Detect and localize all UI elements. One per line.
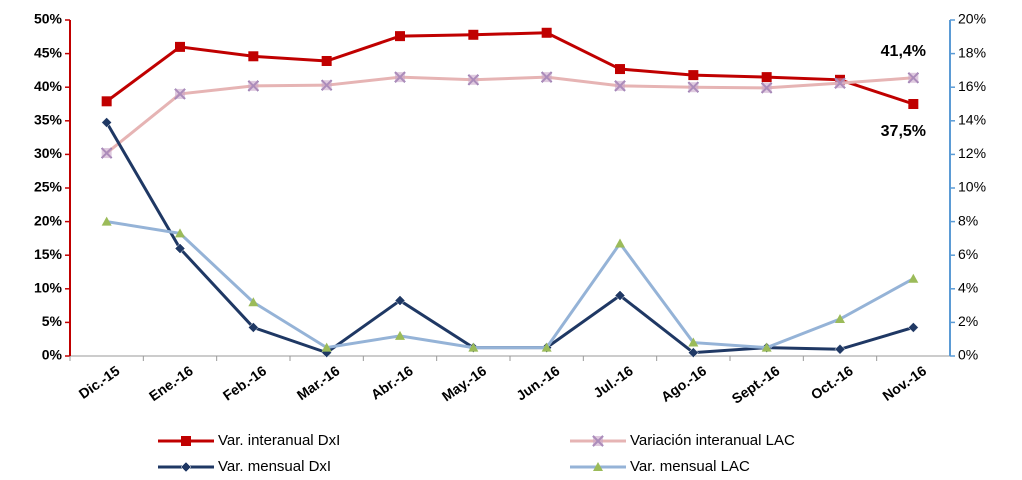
series-line (105, 121, 914, 355)
x-tick-label: Ene.-16 (146, 362, 196, 404)
y-tick-label: 20% (34, 212, 63, 228)
point (908, 99, 919, 109)
point (468, 29, 479, 40)
point-bg (395, 72, 405, 83)
x-tick-label: Jul.-16 (590, 362, 636, 401)
point (101, 216, 112, 226)
point (468, 342, 479, 352)
point (834, 343, 846, 355)
y-tick-label: 30% (34, 145, 63, 161)
point (175, 228, 185, 238)
point-bg (468, 74, 479, 85)
point (907, 322, 919, 333)
point-bg (688, 82, 699, 93)
point (247, 322, 259, 333)
x-tick-label: Sept.-16 (729, 362, 783, 406)
point (101, 96, 112, 107)
point (688, 70, 699, 81)
point (321, 342, 332, 352)
point (175, 41, 185, 52)
x-tick-label: Mar.-16 (294, 362, 343, 403)
y-tick-label: 45% (34, 44, 63, 60)
legend-label: Var. mensual DxI (218, 458, 331, 475)
y-tick-label: 10% (34, 280, 63, 296)
y2-tick-label: 4% (958, 280, 978, 296)
x-tick-label: Abr.-16 (368, 362, 416, 402)
y-tick-label: 40% (34, 78, 63, 94)
data-label: 41,4% (881, 43, 926, 60)
legend-label: Var. interanual DxI (218, 432, 340, 449)
point-bg (761, 82, 772, 93)
point (908, 273, 919, 283)
point (394, 295, 406, 306)
point-bg (615, 80, 625, 91)
x-tick-label: May.-16 (439, 362, 490, 404)
legend-marker (180, 461, 192, 473)
y-tick-label: 25% (34, 179, 63, 195)
x-tick-label: Dic.-15 (76, 362, 123, 402)
point-bg (321, 80, 332, 91)
point (174, 243, 186, 254)
y-tick-label: 15% (34, 246, 63, 262)
y-tick-label: 5% (42, 313, 63, 329)
y2-tick-label: 2% (958, 313, 978, 329)
point (615, 238, 625, 248)
y2-tick-label: 6% (958, 246, 978, 262)
point (541, 27, 552, 38)
legend-marker (593, 462, 603, 471)
series-line (105, 31, 914, 106)
y2-tick-label: 8% (958, 212, 978, 228)
point (248, 297, 259, 307)
y2-tick-label: 0% (958, 347, 978, 363)
point-bg (541, 72, 552, 83)
legend-label: Var. mensual LAC (630, 458, 750, 475)
point (761, 72, 772, 83)
y2-tick-label: 12% (958, 145, 986, 161)
y2-tick-label: 18% (958, 44, 986, 60)
x-tick-label: Nov.-16 (879, 362, 929, 404)
point (687, 347, 699, 358)
series-line (106, 220, 915, 350)
legend-marker (181, 436, 191, 446)
y-tick-label: 0% (42, 347, 63, 363)
point (248, 51, 259, 62)
point (395, 330, 405, 340)
point-bg (101, 148, 112, 159)
point (615, 64, 625, 75)
y-tick-label: 50% (34, 11, 63, 27)
point (321, 55, 332, 66)
point (614, 290, 626, 301)
y2-tick-label: 20% (958, 11, 986, 27)
point-bg (908, 72, 919, 83)
legend-label: Variación interanual LAC (630, 432, 795, 449)
data-label: 37,5% (881, 123, 926, 140)
point-bg (248, 80, 259, 91)
point (541, 342, 552, 352)
y2-tick-label: 10% (958, 179, 986, 195)
point-bg (175, 88, 185, 99)
series-line (105, 75, 914, 155)
x-tick-label: Feb.-16 (220, 362, 270, 403)
point (101, 117, 113, 128)
x-tick-label: Jun.-16 (513, 362, 563, 403)
x-tick-label: Ago.-16 (658, 362, 709, 405)
point (395, 31, 405, 42)
y2-tick-label: 14% (958, 112, 986, 128)
legend-marker-bg (593, 436, 603, 446)
point (835, 314, 845, 324)
y-tick-label: 35% (34, 112, 63, 128)
point (688, 337, 699, 347)
point-bg (835, 78, 845, 89)
point (761, 342, 772, 352)
x-tick-label: Oct.-16 (808, 362, 856, 402)
y2-tick-label: 16% (958, 78, 986, 94)
